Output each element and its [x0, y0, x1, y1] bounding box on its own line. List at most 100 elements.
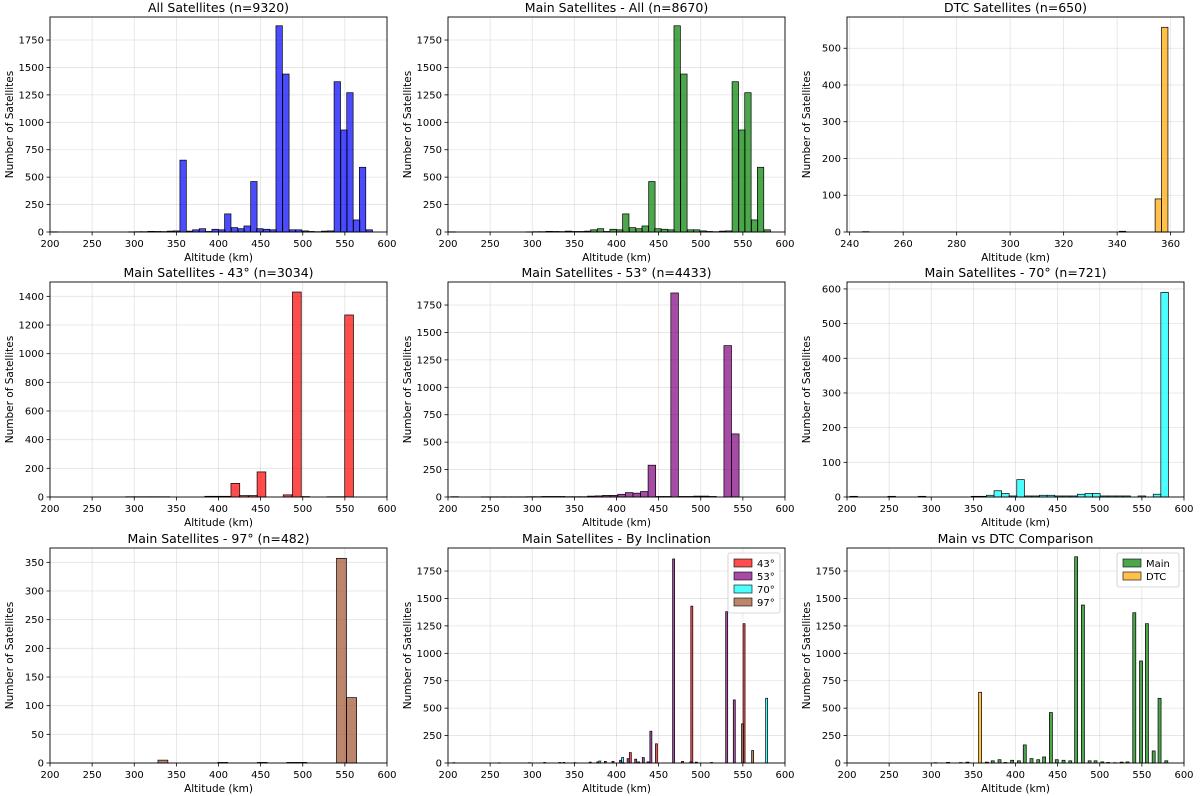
x-tick-label: 300 — [523, 239, 542, 250]
bar-Main — [744, 92, 752, 233]
x-tick-label: 450 — [251, 504, 270, 515]
x-tick-label: 300 — [1001, 239, 1020, 250]
x-tick-label: 600 — [775, 770, 794, 781]
y-tick-label: 500 — [822, 44, 841, 55]
y-axis-label: Number of Satellites — [801, 336, 813, 443]
bar-All — [333, 81, 341, 233]
x-tick-label: 400 — [607, 770, 626, 781]
x-tick-label: 350 — [964, 504, 983, 515]
y-tick-label: 200 — [822, 423, 841, 434]
bar-Main — [1054, 759, 1059, 764]
x-tick-label: 450 — [1048, 504, 1067, 515]
x-tick-label: 300 — [523, 770, 542, 781]
legend: Main DTC — [1116, 552, 1180, 588]
bar-Main — [1049, 712, 1053, 764]
x-tick-label: 550 — [335, 239, 354, 250]
x-tick-label: 300 — [922, 504, 941, 515]
y-tick-label: 0 — [38, 759, 44, 770]
y-tick-label: 750 — [423, 145, 442, 156]
x-tick-label: 260 — [894, 239, 913, 250]
chart-title: Main vs DTC Comparison — [938, 531, 1094, 546]
bar-53° — [640, 491, 649, 498]
legend-label: DTC — [1146, 572, 1166, 583]
y-tick-label: 1000 — [816, 649, 841, 660]
y-tick-label: 0 — [436, 228, 442, 239]
bar-43° — [690, 605, 694, 764]
bar-Main — [596, 228, 605, 233]
chart-title: Main Satellites - All (n=8670) — [525, 0, 708, 15]
chart-4: 200 250 300 350 400 450 500 550 6000200400600800… — [4, 265, 397, 529]
x-tick-label: 350 — [964, 770, 983, 781]
legend-label: 43° — [757, 559, 775, 570]
x-tick-label: 200 — [438, 504, 457, 515]
y-tick-label: 1500 — [417, 328, 442, 339]
y-tick-label: 0 — [38, 228, 44, 239]
y-tick-label: 400 — [822, 354, 841, 365]
bar-43° — [292, 291, 302, 498]
x-tick-label: 200 — [438, 770, 457, 781]
y-axis-label: Number of Satellites — [402, 602, 414, 709]
y-tick-label: 1250 — [417, 355, 442, 366]
x-tick-label: 450 — [1048, 770, 1067, 781]
y-tick-label: 1250 — [19, 90, 44, 101]
bar-Main — [1145, 623, 1149, 764]
x-tick-label: 240 — [840, 239, 859, 250]
chart-3: 240 260 280 300 320 340 360 0 100 200 300 400 500 DTC… — [801, 0, 1185, 264]
bar-Main — [1042, 756, 1047, 764]
x-tick-label: 550 — [733, 770, 752, 781]
chart-title: Main Satellites - 43° (n=3034) — [123, 265, 313, 280]
y-axis-label: Number of Satellites — [4, 602, 16, 709]
x-tick-label: 450 — [649, 504, 668, 515]
y-tick-label: 250 — [822, 731, 841, 742]
x-axis-label: Altitude (km) — [582, 517, 651, 529]
y-tick-label: 1500 — [417, 63, 442, 74]
bar-Main — [1151, 750, 1156, 764]
bar-Main — [654, 228, 662, 233]
y-tick-label: 0 — [38, 493, 44, 504]
x-tick-label: 280 — [947, 239, 966, 250]
bar-Main — [757, 166, 765, 233]
y-tick-label: 1250 — [417, 90, 442, 101]
y-axis-label: Number of Satellites — [4, 71, 16, 178]
y-tick-label: 1200 — [19, 321, 44, 332]
x-tick-label: 600 — [1174, 770, 1193, 781]
legend-swatch — [733, 571, 753, 581]
y-tick-label: 1750 — [417, 36, 442, 47]
y-tick-label: 1750 — [816, 567, 841, 578]
legend-swatch — [1122, 558, 1142, 568]
x-tick-label: 200 — [837, 504, 856, 515]
x-tick-label: 450 — [251, 770, 270, 781]
x-tick-label: 400 — [209, 504, 228, 515]
chart-9: 200 250 300 350 400 450 500 550 600 0 250 500 750 100… — [801, 531, 1194, 795]
x-tick-label: 300 — [125, 504, 144, 515]
bar-97° — [751, 750, 755, 764]
y-tick-label: 100 — [822, 191, 841, 202]
chart-5: 200 250 300 350 400 450 500 550 600 0 250 500 750 100… — [402, 265, 795, 529]
x-tick-label: 200 — [438, 239, 457, 250]
x-tick-label: 600 — [775, 239, 794, 250]
bar-Main — [680, 73, 688, 233]
x-tick-label: 500 — [691, 770, 710, 781]
y-tick-label: 600 — [822, 284, 841, 295]
x-tick-label: 340 — [1108, 239, 1127, 250]
bar-Main — [738, 129, 746, 233]
x-tick-label: 250 — [880, 504, 899, 515]
chart-8: 200 250 300 350 400 450 500 550 600 0 250 500 750 100… — [402, 531, 795, 795]
bar-Main — [1036, 759, 1041, 764]
y-tick-label: 250 — [423, 465, 442, 476]
y-tick-label: 0 — [835, 228, 841, 239]
x-tick-label: 600 — [1174, 504, 1193, 515]
bar-70° — [1001, 493, 1010, 498]
legend-label: Main — [1146, 559, 1170, 570]
x-tick-label: 400 — [607, 239, 626, 250]
x-tick-label: 500 — [293, 504, 312, 515]
bar-53° — [649, 730, 653, 764]
x-tick-label: 500 — [293, 770, 312, 781]
bar-53° — [670, 292, 679, 498]
legend: 43° 53° 70° 97° — [727, 552, 781, 614]
x-tick-label: 450 — [649, 770, 668, 781]
y-tick-label: 1400 — [19, 292, 44, 303]
x-tick-label: 300 — [125, 770, 144, 781]
chart-title: Main Satellites - 53° (n=4433) — [521, 265, 711, 280]
